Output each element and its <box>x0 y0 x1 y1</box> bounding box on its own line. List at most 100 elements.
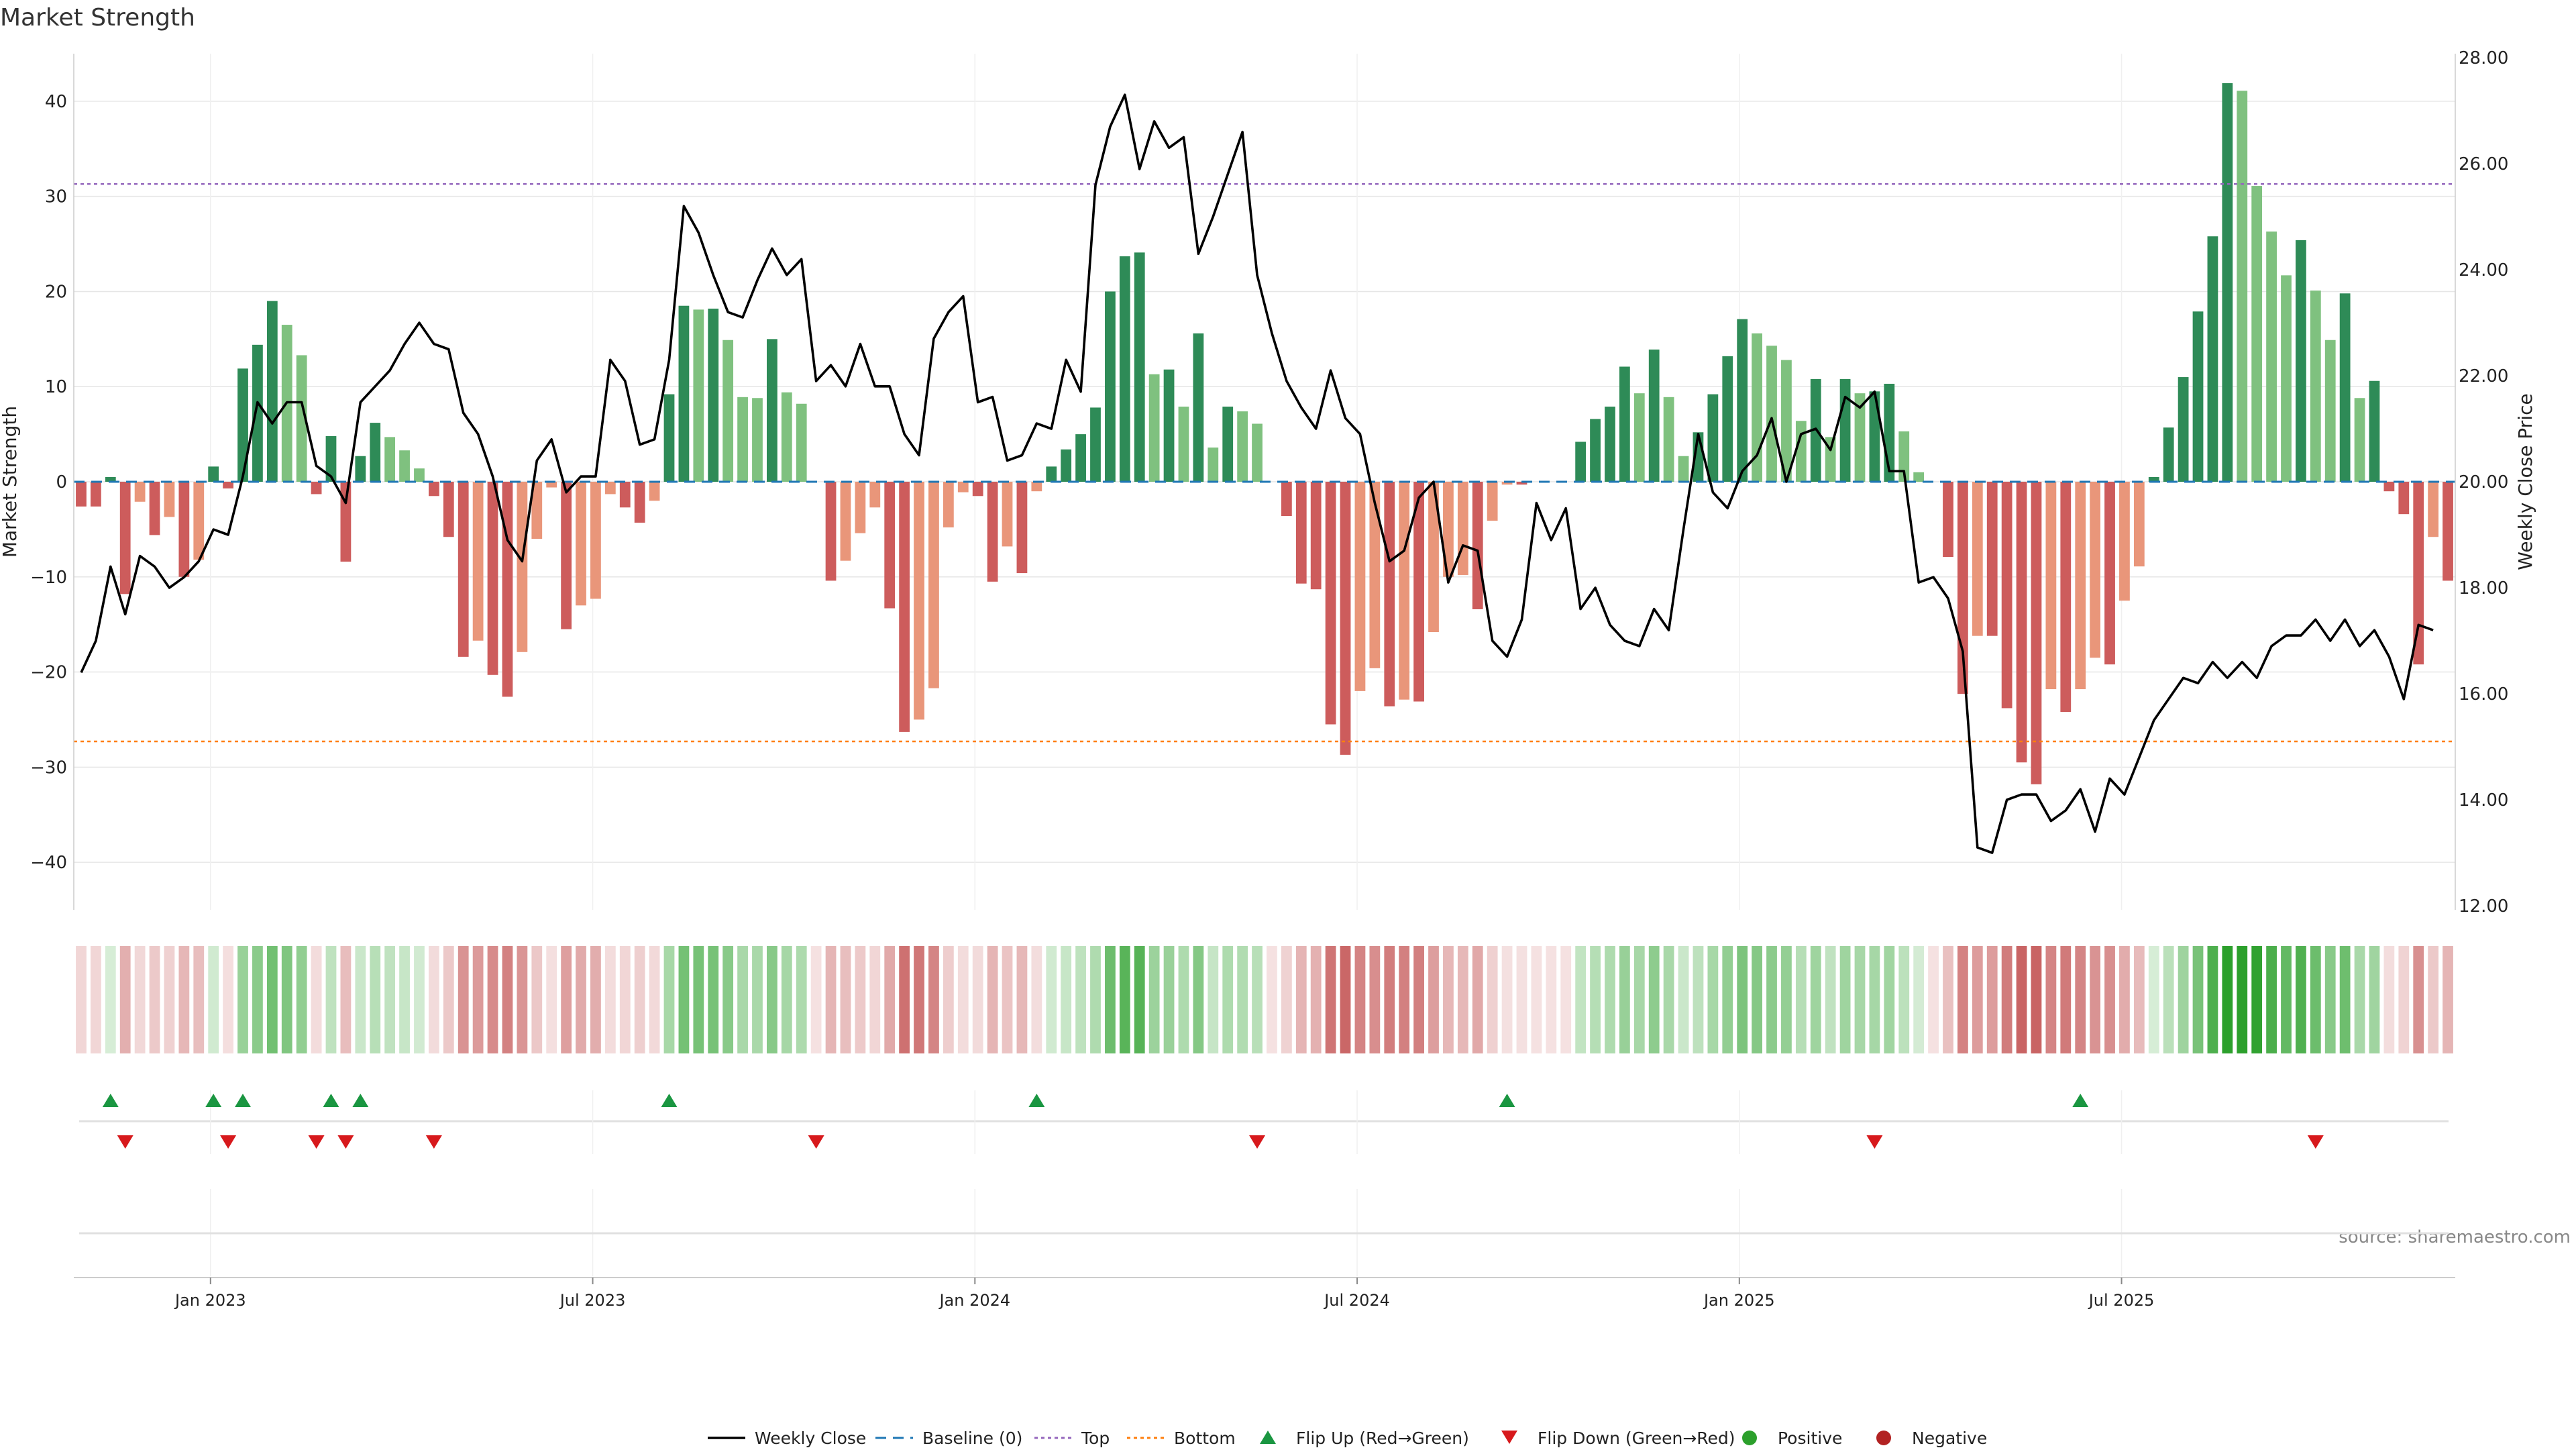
legend-label: Top <box>1081 1429 1110 1448</box>
legend-item: Flip Up (Red→Green) <box>1260 1429 1469 1448</box>
strength-bar <box>2251 186 2263 482</box>
y-tick-label-left: 10 <box>45 377 67 397</box>
flip-markers <box>79 1090 2449 1276</box>
strip-cell <box>678 946 690 1053</box>
strip-cell <box>428 946 439 1053</box>
x-axis: Jan 2023 Jul 2023 Jan 2024 Jul 2024 Jan 2025… <box>74 1277 2455 1310</box>
strip-cell <box>399 946 410 1053</box>
strip-cell <box>1105 946 1116 1053</box>
strength-bar <box>1061 449 1072 482</box>
strip-cell <box>2207 946 2218 1053</box>
strength-bar <box>2016 482 2027 763</box>
strength-bar <box>590 482 601 599</box>
strip-cell <box>76 946 87 1053</box>
strip-cell <box>825 946 837 1053</box>
strip-cell <box>2060 946 2072 1053</box>
strength-bar <box>2090 482 2101 658</box>
strength-bar <box>2339 293 2351 482</box>
strength-bar <box>399 450 410 482</box>
strength-bar <box>604 482 616 495</box>
strip-cell <box>1869 946 1880 1053</box>
strength-bar <box>458 482 469 657</box>
strength-bar <box>325 435 337 482</box>
strength-bar <box>634 482 645 523</box>
strip-cell <box>1457 946 1468 1053</box>
flip-down-marker <box>117 1135 133 1149</box>
strip-cell <box>1501 946 1513 1053</box>
y-tick-label-right: 12.00 <box>2459 896 2508 917</box>
strip-cell <box>237 946 248 1053</box>
strength-bar <box>2148 476 2159 482</box>
strength-bar <box>693 309 704 482</box>
strength-bar <box>502 482 513 697</box>
strength-bar <box>2237 91 2248 482</box>
flip-down-marker <box>425 1135 442 1149</box>
strength-bar <box>2324 340 2336 482</box>
strip-cell <box>1413 946 1424 1053</box>
strength-bar <box>487 482 498 675</box>
strip-cell <box>1472 946 1483 1053</box>
strength-bar <box>1134 252 1145 482</box>
strip-cell <box>737 946 748 1053</box>
x-tick-label: Jan 2024 <box>938 1291 1010 1310</box>
strip-cell <box>1267 946 1277 1053</box>
strength-bar <box>869 482 881 508</box>
strip-cell <box>561 946 572 1053</box>
strip-cell <box>370 946 381 1053</box>
strip-cell <box>708 946 719 1053</box>
strength-bar <box>1678 456 1689 482</box>
strength-bar <box>208 466 219 482</box>
strip-cell <box>1002 946 1013 1053</box>
strip-cell <box>2296 946 2306 1053</box>
strength-bar <box>2281 275 2292 482</box>
y-tick-label-right: 20.00 <box>2459 472 2508 492</box>
strength-bar <box>414 468 425 482</box>
strength-bar <box>1457 482 1468 575</box>
strength-bar <box>1310 482 1322 590</box>
strength-bar <box>2296 240 2306 482</box>
y-axis-label-left: Market Strength <box>0 406 21 558</box>
strength-bar <box>164 482 175 517</box>
strength-bar <box>855 482 866 533</box>
y-tick-label-right: 14.00 <box>2459 790 2508 811</box>
strength-bar <box>781 392 792 482</box>
strength-bar <box>2222 83 2233 482</box>
strip-cell <box>502 946 513 1053</box>
strip-cell <box>1795 946 1807 1053</box>
strength-bar <box>678 305 690 482</box>
strength-bar <box>2075 482 2086 690</box>
strength-bar <box>722 340 734 482</box>
strip-cell <box>1737 946 1748 1053</box>
strip-cell <box>1061 946 1072 1053</box>
strip-cell <box>796 946 807 1053</box>
strength-bar <box>531 482 543 539</box>
strip-cell <box>2443 946 2453 1053</box>
strength-bar <box>1633 393 1645 482</box>
strength-bar <box>296 355 307 482</box>
strip-cell <box>1722 946 1733 1053</box>
strip-cell <box>781 946 792 1053</box>
strip-cell <box>1972 946 1983 1053</box>
legend-item: Baseline (0) <box>875 1429 1022 1448</box>
strength-bar <box>1516 482 1527 485</box>
strength-bar <box>2207 236 2218 482</box>
strip-cell <box>2428 946 2439 1053</box>
strip-cell <box>2075 946 2086 1053</box>
strip-cell <box>914 946 924 1053</box>
strength-bar <box>708 308 719 482</box>
y-tick-label-left: 0 <box>56 472 67 492</box>
strength-bar <box>1163 369 1175 482</box>
y-tick-label-left: 40 <box>45 92 67 112</box>
strength-bar <box>1399 482 1410 700</box>
flip-up-marker <box>323 1094 339 1107</box>
strip-cell <box>1752 946 1762 1053</box>
strip-cell <box>2266 946 2277 1053</box>
strip-cell <box>840 946 851 1053</box>
strip-cell <box>590 946 601 1053</box>
y-tick-label-left: 20 <box>45 282 67 302</box>
legend-swatch <box>1742 1431 1757 1445</box>
strength-bar <box>443 482 454 537</box>
strength-bar <box>2163 427 2174 482</box>
y-tick-label-left: 30 <box>45 187 67 207</box>
strip-cell <box>2222 946 2233 1053</box>
